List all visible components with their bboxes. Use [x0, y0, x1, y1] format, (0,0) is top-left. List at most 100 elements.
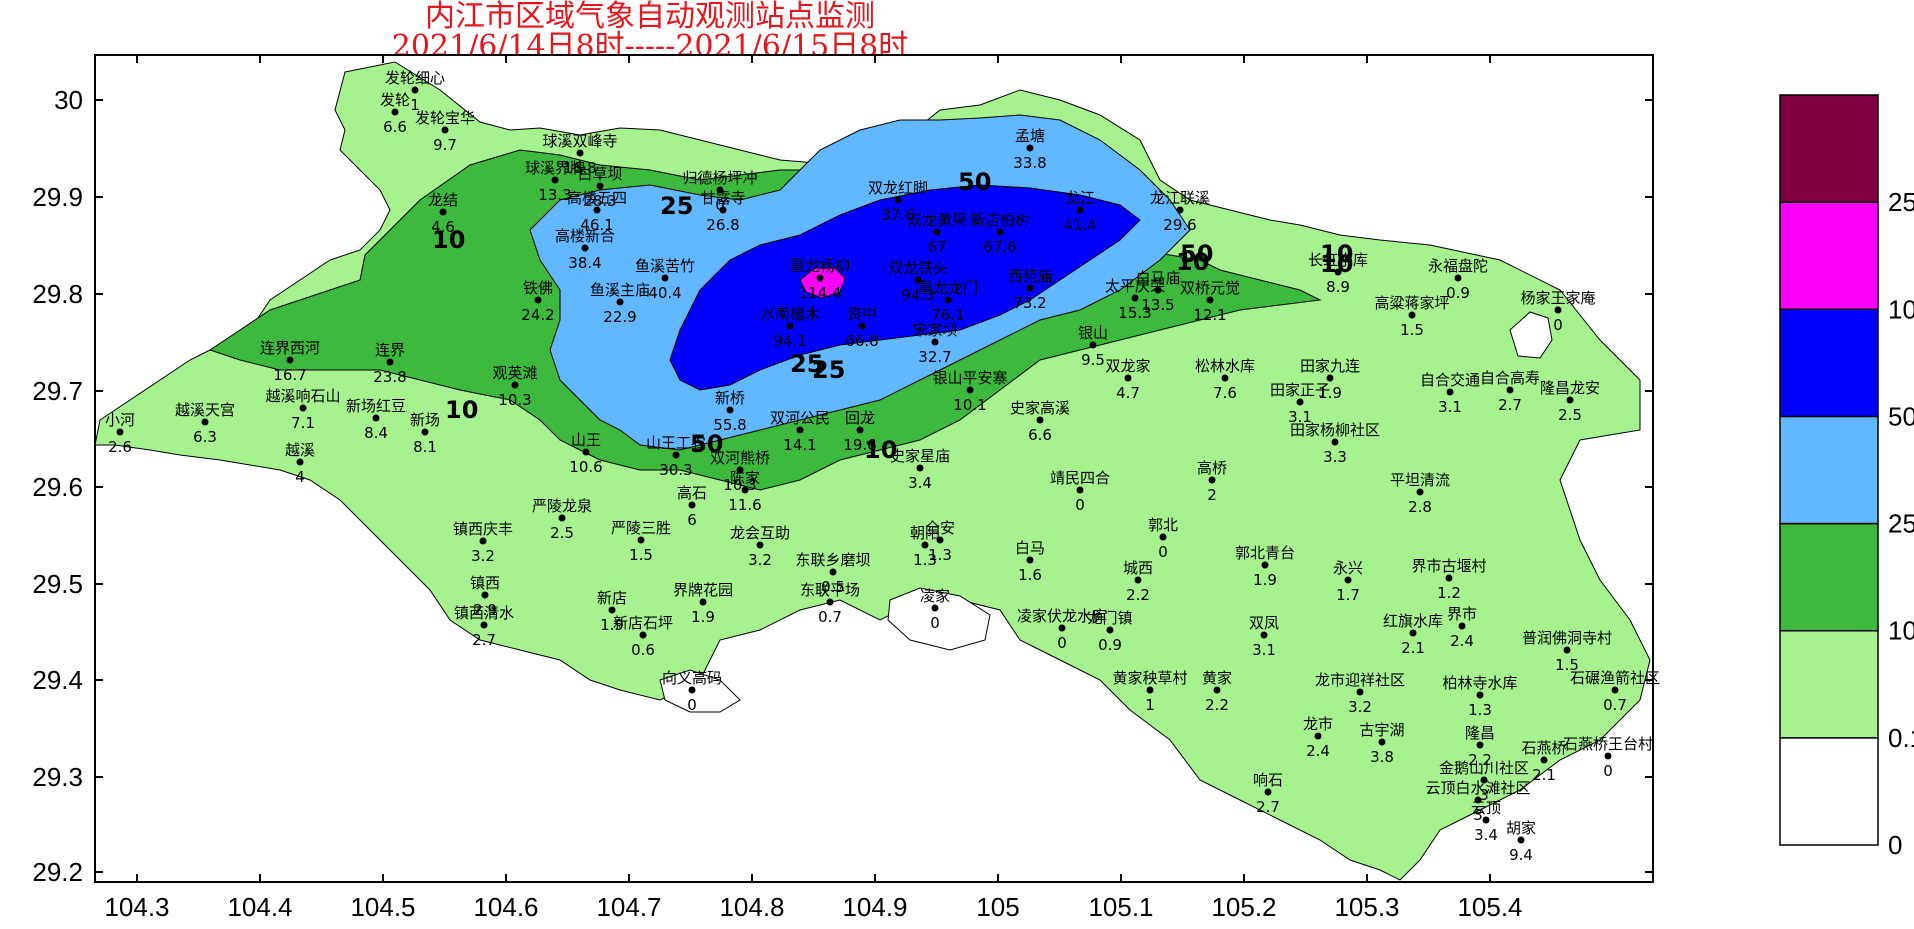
station-value: 8.1: [413, 438, 437, 456]
station: 双龙家 4.7: [1105, 357, 1150, 402]
station-name: 自合高寿: [1480, 369, 1540, 387]
station-name: 松林水库: [1195, 357, 1255, 375]
station-dot: [1356, 688, 1364, 696]
station-dot: [1331, 438, 1339, 446]
station-name: 凌家: [920, 587, 950, 605]
legend-swatch: [1779, 308, 1879, 418]
station: 黄家秧草村 1: [1112, 669, 1187, 714]
station-value: 1.3: [1468, 701, 1492, 719]
station-dot: [1076, 206, 1084, 214]
station: 金鹅山川社区 3: [1439, 759, 1529, 804]
station-dot: [1454, 274, 1462, 282]
contour-label: 25: [812, 356, 845, 384]
station-value: 19.6: [843, 436, 876, 454]
station-dot: [816, 274, 824, 282]
station-dot: [411, 86, 419, 94]
station: 双河公民 14.1: [770, 409, 830, 454]
station-dot: [1076, 486, 1084, 494]
station: 石燕桥 2.1: [1521, 739, 1566, 784]
station-name: 界牌花园: [673, 581, 733, 599]
x-tick-label: 104.8: [719, 892, 784, 922]
station-dot: [916, 464, 924, 472]
station-name: 响石: [1253, 771, 1283, 789]
station-name: 云顶: [1471, 799, 1501, 817]
station-name: 越溪: [285, 441, 315, 459]
region-white-hole: [659, 669, 741, 713]
station-value: 67: [927, 238, 946, 256]
station-name: 发轮: [380, 91, 410, 109]
station-value: 9.4: [1509, 846, 1533, 864]
station-name: 新场: [410, 411, 440, 429]
station: 山王工农 30.3: [646, 434, 706, 479]
y-tick-label: 29.3: [32, 762, 83, 792]
station: 新店石坪 0.6: [613, 614, 673, 659]
station: 杨家王家庵 0: [1520, 289, 1595, 334]
station-value: 6.6: [1028, 426, 1052, 444]
station-dot: [1517, 836, 1525, 844]
station-name: 向义高码: [662, 669, 722, 687]
station: 松林水库 7.6: [1195, 357, 1255, 402]
station-dot: [1260, 631, 1268, 639]
station-value: 1.5: [629, 546, 653, 564]
station-name: 观英滩: [492, 364, 537, 382]
station-value: 2: [1207, 486, 1217, 504]
map-title: 内江市区域气象自动观测站点监测: [425, 0, 875, 34]
station-value: 1.2: [1437, 584, 1461, 602]
station-value: 7.1: [291, 414, 315, 432]
station-value: 2.2: [1126, 586, 1150, 604]
station-name: 白草坝: [577, 165, 622, 183]
station-dot: [1334, 268, 1342, 276]
station: 胡家 9.4: [1506, 819, 1536, 864]
station-name: 西苑庙: [1007, 267, 1052, 285]
station: 龙会互助 3.2: [730, 524, 790, 569]
station-value: 6: [687, 511, 697, 529]
station-name: 普润佛洞寺村: [1522, 629, 1612, 647]
contour-label: 25: [790, 350, 823, 378]
station-dot: [688, 686, 696, 694]
station-dot: [1026, 144, 1034, 152]
station-dot: [616, 298, 624, 306]
legend-label: 100: [1888, 294, 1914, 324]
station-name: 发轮宝华: [415, 109, 475, 127]
station-value: 2.5: [1558, 406, 1582, 424]
station-value: 10.1: [953, 396, 986, 414]
station-dot: [1089, 341, 1097, 349]
station: 水南檀木 94.1: [760, 305, 820, 350]
station-name: 归德杨坪冲: [682, 169, 757, 187]
station-value: 38.4: [568, 254, 601, 272]
station-value: 1: [410, 96, 420, 114]
station: 双龙铁头 94.3: [888, 259, 948, 304]
station-dot: [1445, 574, 1453, 582]
station-name: 长虹水库: [1308, 251, 1368, 269]
station-dot: [391, 108, 399, 116]
station: 高粱蒋家坪 1.5: [1374, 294, 1449, 339]
station: 归德杨坪冲 0: [682, 169, 757, 214]
station-dot: [1036, 416, 1044, 424]
station: 史家高溪 6.6: [1010, 399, 1070, 444]
station-value: 40.4: [648, 284, 681, 302]
station-value: 1.9: [600, 616, 624, 634]
station-name: 界市古堰村: [1411, 557, 1486, 575]
station-value: 0: [1158, 543, 1168, 561]
legend-swatch: [1779, 415, 1879, 525]
station-value: 3.1: [1438, 398, 1462, 416]
station-name: 越溪响石山: [265, 387, 340, 405]
station: 高楼五四 46.1: [567, 189, 627, 234]
station-value: 1.9: [691, 608, 715, 626]
station-name: 红旗水库: [1383, 612, 1443, 630]
station-dot: [719, 206, 727, 214]
station: 高桥 2: [1197, 459, 1227, 504]
y-tick-label: 29.6: [32, 472, 83, 502]
station-name: 双龙铁头: [888, 259, 948, 277]
station-value: 0.9: [1446, 284, 1470, 302]
station-name: 银山平安寨: [932, 369, 1007, 387]
station: 铁佛 24.2: [521, 279, 554, 324]
station: 平坦清流 2.8: [1390, 471, 1450, 516]
station-dot: [286, 356, 294, 364]
station-dot: [936, 536, 944, 544]
x-tick-label: 104.4: [227, 892, 292, 922]
station-dot: [441, 126, 449, 134]
station-dot: [996, 228, 1004, 236]
station-value: 3.4: [908, 474, 932, 492]
